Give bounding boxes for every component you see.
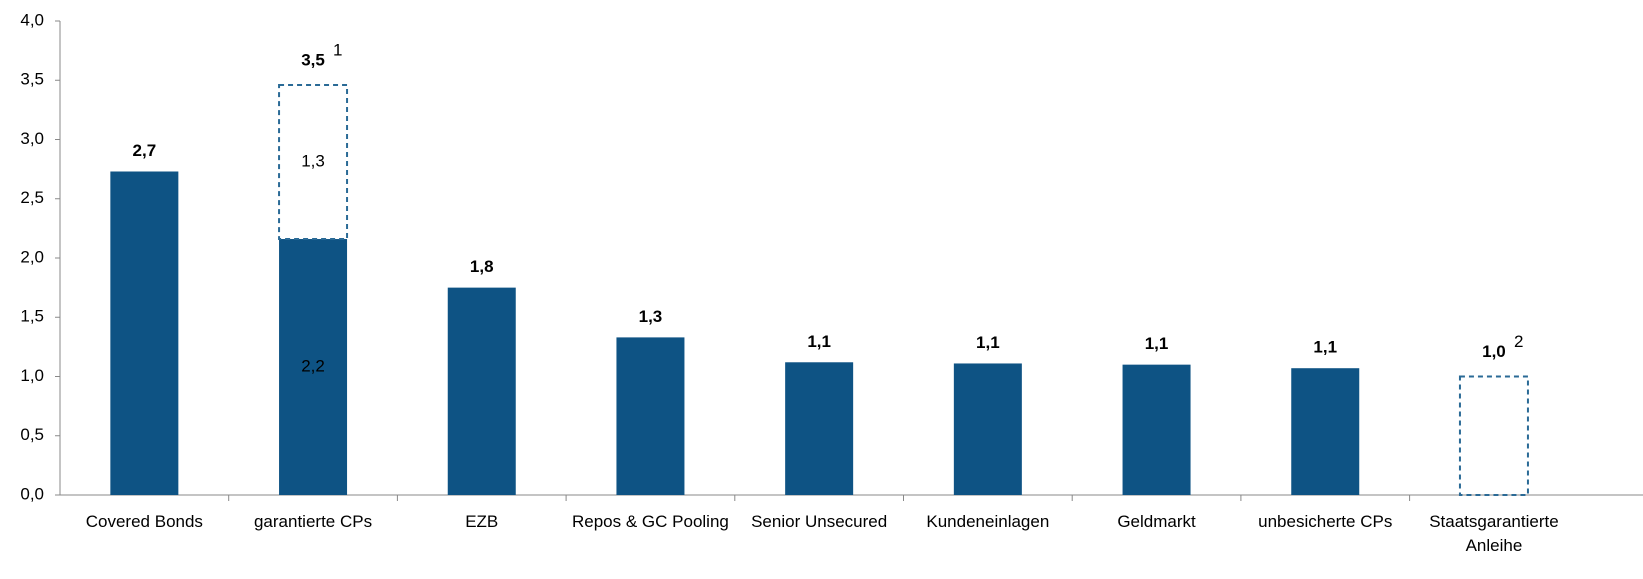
value-label: 1,1 bbox=[1313, 338, 1337, 357]
x-tick-label: Kundeneinlagen bbox=[926, 512, 1050, 531]
y-tick-label: 1,5 bbox=[20, 307, 44, 326]
x-tick-label: Staatsgarantierte Anleihe bbox=[1429, 512, 1559, 555]
x-tick-label: unbesicherte CPs bbox=[1258, 512, 1393, 531]
y-tick-label: 3,0 bbox=[20, 129, 44, 148]
x-tick-label: EZB bbox=[465, 512, 499, 531]
value-label: 1,8 bbox=[470, 257, 494, 276]
x-tick-label: Repos & GC Pooling bbox=[572, 512, 729, 531]
y-tick-label: 2,0 bbox=[20, 247, 44, 266]
y-tick-label: 2,5 bbox=[20, 188, 44, 207]
footnote-mark: 2 bbox=[1514, 332, 1523, 351]
x-tick-label: garantierte CPs bbox=[253, 512, 373, 531]
bar bbox=[1122, 364, 1191, 495]
bar bbox=[279, 239, 348, 495]
bar bbox=[953, 363, 1022, 495]
y-tick-label: 4,0 bbox=[20, 10, 44, 29]
value-label: 1,3 bbox=[301, 151, 325, 170]
dashed-bar bbox=[1458, 375, 1529, 496]
x-tick-label: Geldmarkt bbox=[1117, 512, 1196, 531]
value-label: 2,2 bbox=[301, 357, 325, 376]
dashed-bar bbox=[278, 83, 349, 241]
y-tick-label: 0,0 bbox=[20, 484, 44, 503]
bar bbox=[110, 171, 179, 495]
value-label: 1,1 bbox=[807, 332, 831, 351]
value-label: 1,3 bbox=[639, 307, 663, 326]
y-tick-label: 0,5 bbox=[20, 425, 44, 444]
y-tick-label: 3,5 bbox=[20, 70, 44, 89]
bar bbox=[1291, 368, 1360, 495]
total-label: 1,0 bbox=[1482, 342, 1506, 361]
bar bbox=[447, 287, 516, 495]
bar bbox=[785, 362, 854, 495]
footnote-mark: 1 bbox=[333, 40, 342, 59]
total-label: 3,5 bbox=[301, 50, 325, 69]
y-tick-label: 1,0 bbox=[20, 366, 44, 385]
value-label: 1,1 bbox=[1145, 334, 1169, 353]
x-tick-label: Senior Unsecured bbox=[751, 512, 888, 531]
value-label: 2,7 bbox=[133, 141, 157, 160]
x-tick-label: Covered Bonds bbox=[85, 512, 203, 531]
value-label: 1,1 bbox=[976, 333, 1000, 352]
bar bbox=[616, 337, 685, 495]
